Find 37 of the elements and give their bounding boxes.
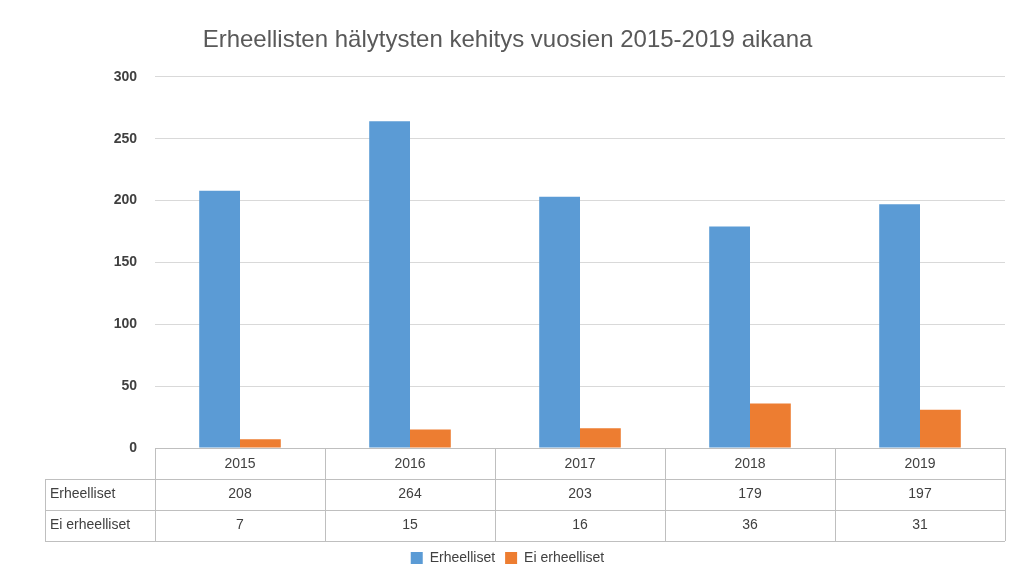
data-label: 15 <box>402 516 418 533</box>
x-tick-label: 2019 <box>904 455 936 472</box>
data-label: 36 <box>742 516 758 533</box>
data-label: 31 <box>912 516 928 533</box>
bar <box>539 196 580 448</box>
bar <box>410 429 451 448</box>
data-label: 179 <box>738 485 762 502</box>
bar <box>920 409 961 448</box>
y-tick-label: 250 <box>113 129 138 146</box>
text: Erheelliset <box>50 485 116 502</box>
data-label: 208 <box>228 485 252 502</box>
x-tick-label: 2015 <box>224 455 256 472</box>
y-tick-label: 50 <box>121 376 138 393</box>
data-label: 203 <box>568 485 592 502</box>
bar <box>580 428 621 448</box>
data-label: 264 <box>398 485 422 502</box>
x-tick-label: 2017 <box>564 455 596 472</box>
x-tick-label: 2018 <box>734 455 766 472</box>
bar <box>369 121 410 448</box>
y-tick-label: 200 <box>113 191 138 208</box>
data-label: 7 <box>236 516 245 533</box>
bar <box>240 439 281 448</box>
legend-label: Erheelliset <box>429 548 496 565</box>
y-tick-label: 100 <box>113 315 138 332</box>
y-tick-label: 0 <box>129 438 138 455</box>
data-label: 16 <box>572 516 588 533</box>
chart-title: Erheellisten hälytysten kehitys vuosien 2015-2019 aikana <box>202 25 814 53</box>
x-tick-label: 2016 <box>394 455 426 472</box>
text: Ei erheelliset <box>50 516 131 533</box>
y-tick-label: 150 <box>113 253 138 270</box>
bar <box>709 226 750 448</box>
data-label: 197 <box>908 485 932 502</box>
legend-label: Ei erheelliset <box>524 548 605 565</box>
bar <box>750 403 791 448</box>
bar <box>879 204 920 448</box>
y-tick-label: 300 <box>113 67 138 84</box>
bar <box>199 190 240 448</box>
